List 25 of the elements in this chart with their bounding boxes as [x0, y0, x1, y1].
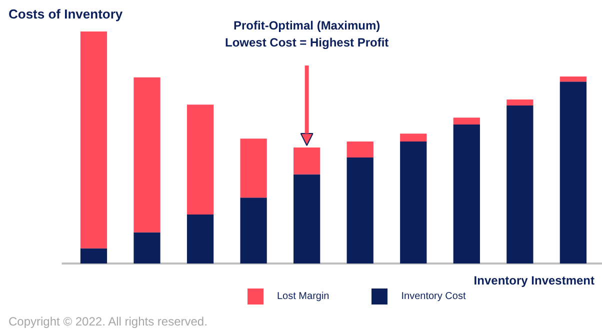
annotation: Profit-Optimal (Maximum) Lowest Cost = Highest Profit: [224, 18, 389, 50]
bar: [506, 99, 534, 106]
bar: [506, 106, 534, 264]
bar: [240, 138, 267, 198]
bar: [294, 174, 320, 264]
bar: [134, 77, 160, 232]
bar: [453, 118, 480, 125]
bar: [80, 32, 108, 248]
legend-label: Lost Margin: [277, 290, 330, 302]
text: Copyright © 2022. All rights reserved.: [8, 314, 208, 328]
bar: [346, 157, 374, 264]
bar: [240, 198, 267, 264]
bar: [134, 232, 160, 264]
bar: [186, 214, 214, 264]
bar: [560, 76, 587, 82]
bar: [453, 124, 480, 264]
legend-label: Inventory Cost: [401, 290, 466, 302]
bar: [346, 141, 374, 158]
bar: [400, 141, 427, 264]
bar: [400, 134, 427, 142]
x-axis-title: Inventory Investment: [474, 274, 595, 288]
bar: [186, 104, 214, 215]
bar: [560, 82, 587, 264]
y-axis-title: Costs of Inventory: [8, 6, 124, 22]
bar: [80, 248, 108, 264]
